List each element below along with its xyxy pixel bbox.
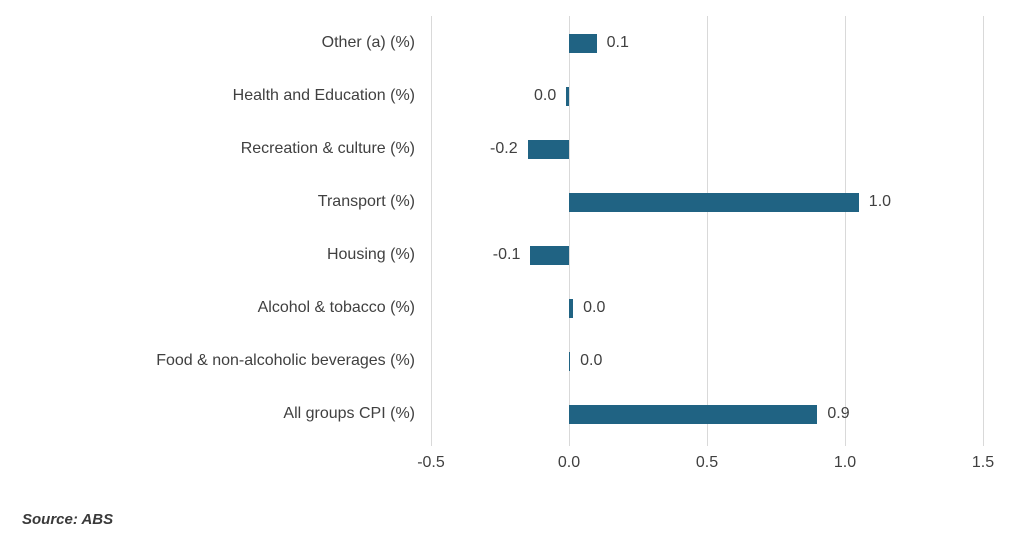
data-label: 0.1 bbox=[606, 34, 629, 51]
data-label: 0.0 bbox=[583, 299, 606, 316]
category-label: Recreation & culture (%) bbox=[240, 140, 415, 157]
bar bbox=[569, 34, 597, 53]
x-axis-tick-label: 1.5 bbox=[971, 454, 995, 471]
source-note: Source: ABS bbox=[22, 511, 114, 528]
category-label: Food & non-alcoholic beverages (%) bbox=[156, 352, 415, 369]
data-label: 0.9 bbox=[827, 405, 850, 422]
x-axis-tick-label: 0.0 bbox=[557, 454, 581, 471]
data-label: 0.0 bbox=[534, 87, 557, 104]
x-axis-tick-label: -0.5 bbox=[417, 454, 445, 471]
category-label: Transport (%) bbox=[317, 193, 415, 210]
bar bbox=[566, 87, 569, 106]
bar bbox=[530, 246, 569, 265]
data-label: -0.2 bbox=[490, 140, 518, 157]
bar bbox=[569, 299, 574, 318]
data-label: 0.0 bbox=[580, 352, 603, 369]
gridline bbox=[430, 16, 432, 446]
category-label: All groups CPI (%) bbox=[283, 405, 415, 422]
bar bbox=[569, 193, 859, 212]
category-label: Alcohol & tobacco (%) bbox=[257, 299, 415, 316]
bar bbox=[527, 140, 569, 159]
x-axis-tick-label: 1.0 bbox=[833, 454, 857, 471]
category-label: Health and Education (%) bbox=[232, 87, 415, 104]
bar bbox=[569, 352, 571, 371]
gridline bbox=[982, 16, 984, 446]
gridline bbox=[844, 16, 846, 446]
data-label: 1.0 bbox=[868, 193, 892, 210]
category-label: Housing (%) bbox=[326, 246, 415, 263]
gridline bbox=[568, 16, 570, 446]
data-label: -0.1 bbox=[492, 246, 521, 263]
gridline bbox=[706, 16, 708, 446]
x-axis-tick-label: 0.5 bbox=[695, 454, 719, 471]
bar bbox=[569, 405, 818, 424]
category-label: Other (a) (%) bbox=[321, 34, 415, 51]
